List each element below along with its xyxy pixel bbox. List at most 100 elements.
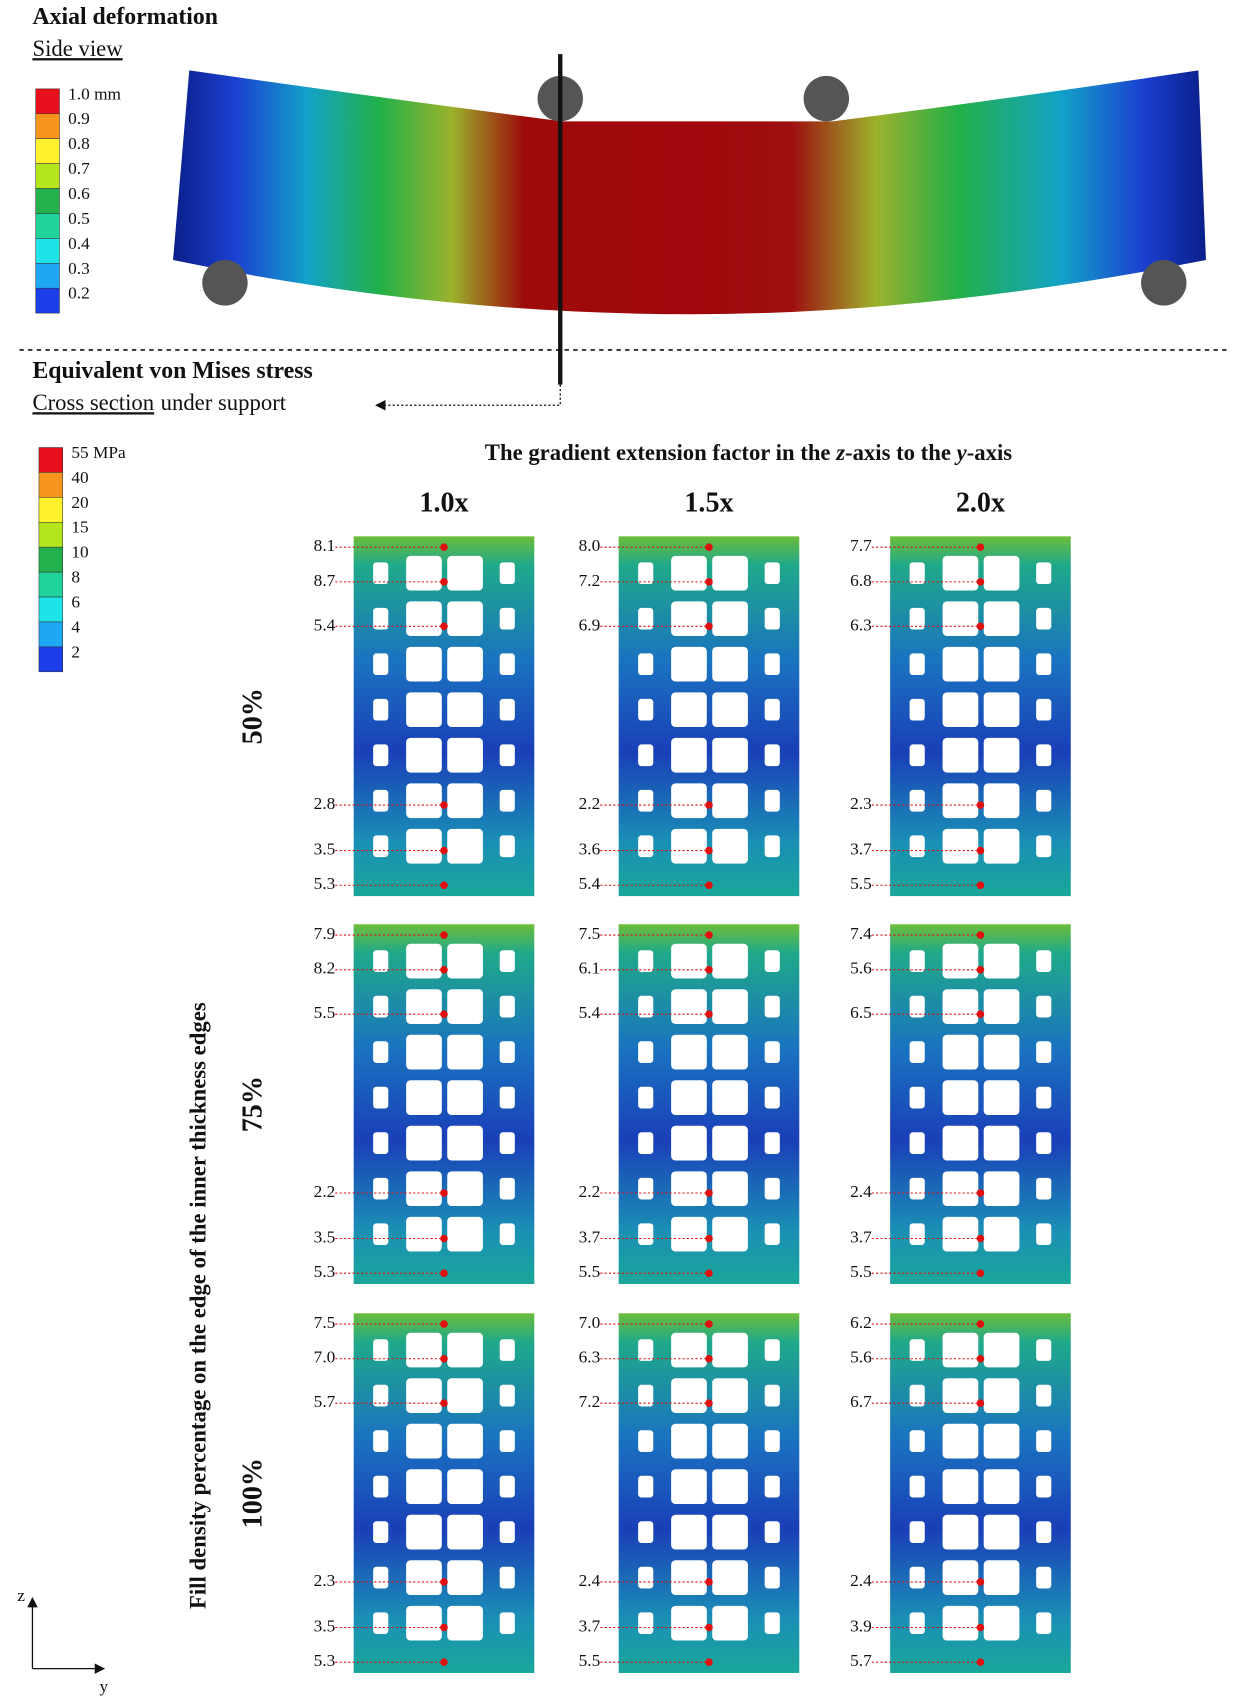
legend-label: 4 — [71, 617, 80, 636]
cell-hole — [712, 944, 748, 979]
probe-point — [977, 931, 985, 939]
header-part: -axis to the — [845, 440, 957, 465]
cell-hole — [765, 699, 780, 721]
legend-swatch — [36, 263, 60, 288]
figure: Axial deformation Side view Equivalent v… — [0, 0, 1233, 1699]
stress-value: 5.7 — [850, 1651, 872, 1670]
cell-hole — [943, 1560, 979, 1595]
cell-hole — [638, 1567, 653, 1589]
cell-hole — [500, 608, 515, 630]
cell-hole — [1036, 744, 1051, 766]
cell-hole — [910, 1567, 925, 1589]
cell-hole — [447, 944, 483, 979]
cell-hole — [984, 1469, 1020, 1504]
probe-point — [440, 881, 448, 889]
cell-hole — [500, 1087, 515, 1109]
probe-point — [440, 1399, 448, 1407]
cell-hole — [765, 1430, 780, 1452]
probe-point — [705, 931, 713, 939]
cell-hole — [373, 653, 388, 675]
stress-value: 6.3 — [579, 1348, 601, 1367]
probe-point — [705, 1658, 713, 1666]
cell-hole — [765, 835, 780, 857]
cell-hole — [671, 1126, 707, 1161]
legend-label: 0.4 — [68, 234, 90, 253]
cell-hole — [984, 556, 1020, 591]
cell-hole — [406, 1333, 442, 1368]
probe-point — [705, 801, 713, 809]
cell-hole — [373, 1567, 388, 1589]
cell-hole — [984, 1126, 1020, 1161]
stress-value: 6.9 — [579, 615, 601, 634]
column-label: 1.5x — [684, 487, 733, 518]
cell-hole — [638, 1041, 653, 1063]
probe-point — [977, 1624, 985, 1632]
cell-hole — [447, 1035, 483, 1070]
cell-hole — [943, 556, 979, 591]
cell-hole — [406, 1515, 442, 1550]
cell-hole — [406, 989, 442, 1024]
legend-label: 0.6 — [68, 184, 90, 203]
cell-hole — [447, 1606, 483, 1641]
cell-hole — [1036, 653, 1051, 675]
cell-hole — [671, 1560, 707, 1595]
cell-hole — [910, 1087, 925, 1109]
legend-label: 1.0 mm — [68, 84, 121, 103]
cell-hole — [1036, 996, 1051, 1018]
axis-label: y — [100, 1677, 109, 1696]
cell-hole — [943, 1171, 979, 1206]
cell-hole — [712, 738, 748, 773]
stress-value: 5.6 — [850, 959, 872, 978]
cell-hole — [373, 835, 388, 857]
stress-value: 7.9 — [314, 924, 336, 943]
cell-hole — [638, 790, 653, 812]
cell-hole — [500, 1223, 515, 1245]
cell-hole — [500, 996, 515, 1018]
cell-hole — [447, 692, 483, 727]
cell-hole — [1036, 1223, 1051, 1245]
probe-point — [705, 847, 713, 855]
cell-hole — [984, 829, 1020, 864]
probe-point — [440, 1269, 448, 1277]
legend-label: 20 — [71, 493, 88, 512]
cell-hole — [447, 829, 483, 864]
cell-hole — [712, 1469, 748, 1504]
stress-value: 8.7 — [314, 571, 336, 590]
cell-hole — [910, 1132, 925, 1154]
cell-hole — [712, 1424, 748, 1459]
cell-hole — [638, 653, 653, 675]
legend-label: 0.3 — [68, 259, 90, 278]
probe-point — [977, 966, 985, 974]
cell-hole — [712, 1171, 748, 1206]
legend-swatch — [39, 522, 63, 547]
header-part: -axis — [967, 440, 1013, 465]
cell-hole — [765, 608, 780, 630]
stress-value: 5.3 — [314, 1262, 336, 1281]
stress-value: 5.3 — [314, 874, 336, 893]
cell-hole — [1036, 1178, 1051, 1200]
probe-point — [440, 1624, 448, 1632]
probe-point — [977, 1189, 985, 1197]
cell-hole — [373, 1612, 388, 1634]
legend-label: 55 MPa — [71, 443, 126, 462]
legend-swatch — [36, 114, 60, 139]
stress-value: 3.7 — [850, 840, 872, 859]
legend-swatch — [39, 647, 63, 672]
grid-header: The gradient extension factor in the z-a… — [485, 440, 1012, 465]
cell-hole — [406, 944, 442, 979]
stress-value: 8.0 — [579, 536, 601, 555]
cell-hole — [447, 647, 483, 682]
legend-swatch — [39, 572, 63, 597]
cell-hole — [447, 1469, 483, 1504]
cell-hole — [447, 1080, 483, 1115]
cell-hole — [638, 1178, 653, 1200]
cell-hole — [943, 944, 979, 979]
cell-hole — [910, 744, 925, 766]
cell-hole — [447, 1333, 483, 1368]
subtitle-part: under support — [161, 390, 287, 415]
stress-value: 2.4 — [579, 1571, 601, 1590]
cell-hole — [500, 1521, 515, 1543]
row-axis-label: Fill density percentage on the edge of t… — [185, 1002, 210, 1609]
probe-point — [440, 1010, 448, 1018]
